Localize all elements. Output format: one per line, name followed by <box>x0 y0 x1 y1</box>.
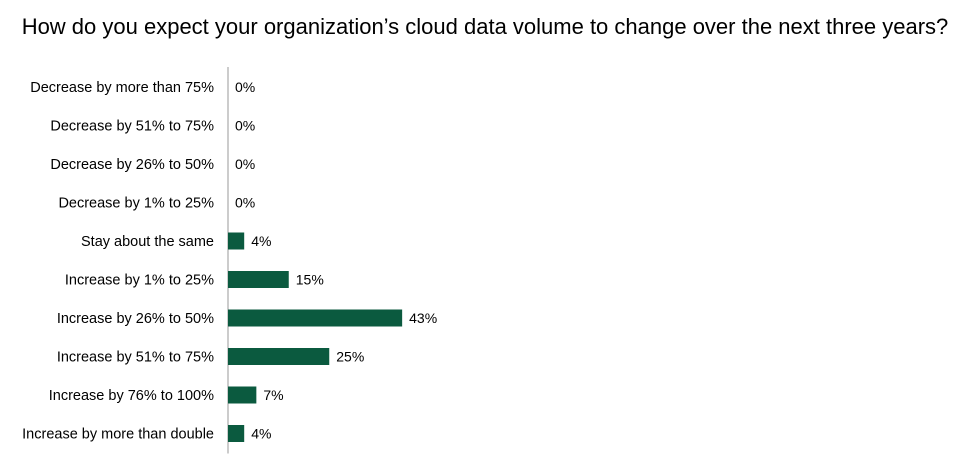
category-label: Decrease by more than 75% <box>30 80 214 96</box>
value-label: 43% <box>409 310 437 326</box>
category-label: Decrease by 26% to 50% <box>50 157 214 173</box>
bar <box>228 309 403 327</box>
category-label: Decrease by 1% to 25% <box>58 196 214 212</box>
category-label: Decrease by 51% to 75% <box>50 119 214 135</box>
category-label: Increase by 1% to 25% <box>65 273 214 289</box>
chart-title: How do you expect your organization’s cl… <box>21 14 949 39</box>
value-label: 0% <box>235 79 255 95</box>
category-label: Stay about the same <box>81 234 214 250</box>
value-label: 0% <box>235 195 255 211</box>
category-label: Increase by 26% to 50% <box>57 311 214 327</box>
bar <box>228 232 245 250</box>
category-label: Increase by 51% to 75% <box>57 350 214 366</box>
value-label: 4% <box>251 426 271 442</box>
bar <box>228 271 289 288</box>
value-label: 0% <box>235 156 255 172</box>
value-label: 15% <box>296 272 324 288</box>
bar <box>228 425 245 442</box>
value-label: 4% <box>251 233 271 249</box>
bar <box>228 386 257 404</box>
value-label: 0% <box>235 118 255 134</box>
category-label: Increase by more than double <box>22 427 214 443</box>
category-label: Increase by 76% to 100% <box>49 388 214 404</box>
value-label: 7% <box>263 387 283 403</box>
value-label: 25% <box>336 349 364 365</box>
bar <box>228 348 330 365</box>
